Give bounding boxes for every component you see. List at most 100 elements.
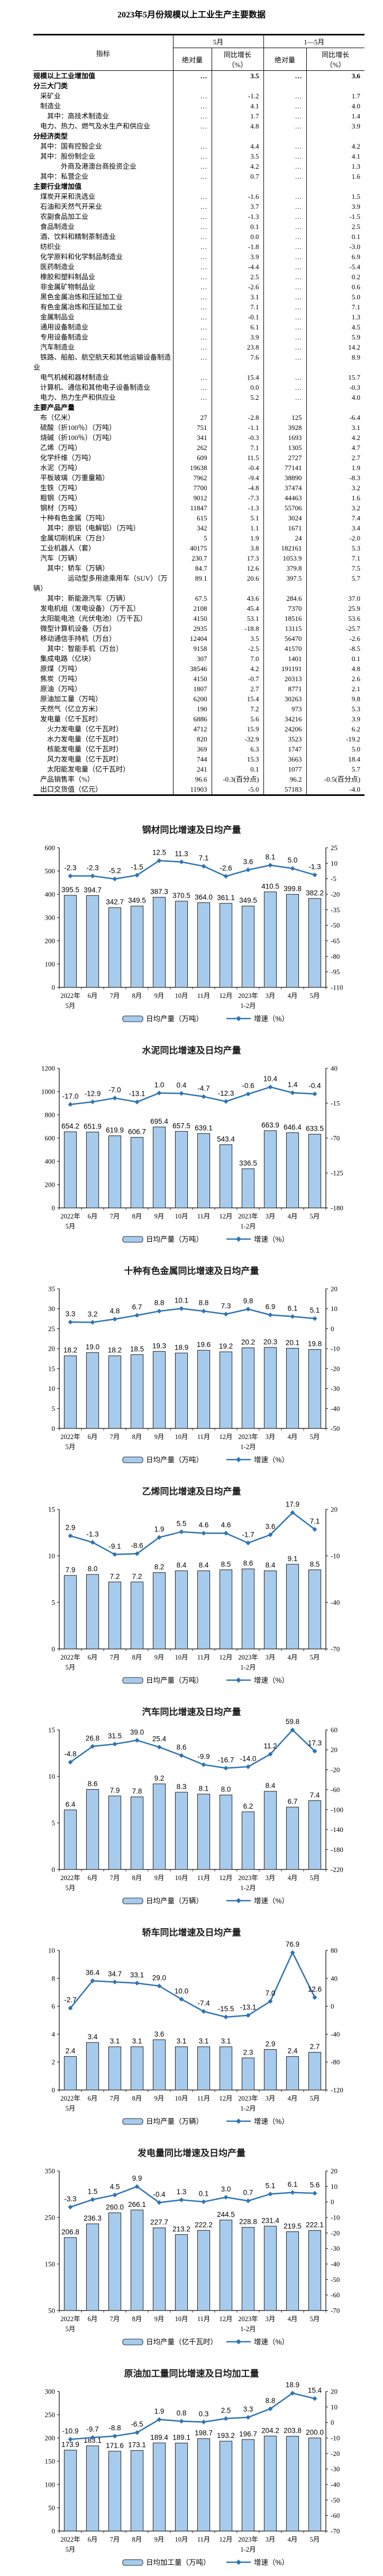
x-category-label: 5月: [310, 2315, 320, 2323]
row-value: 5.0: [306, 744, 365, 754]
row-label: 产品销售率（%）: [40, 775, 94, 783]
line-marker: [312, 1748, 317, 1754]
row-value: …: [263, 111, 307, 121]
line-value-label: -3.3: [64, 2195, 76, 2203]
line-marker: [245, 1092, 251, 1097]
x-category-label: 8月: [132, 2315, 142, 2323]
row-label: 风力发电量（亿千瓦时）: [47, 755, 123, 763]
table-row: 电气机械和器材制造业… 15.4… 15.7: [33, 372, 365, 382]
line-value-label: -2.3: [64, 864, 76, 872]
right-tick-label: -80: [331, 952, 340, 960]
chart-svg-2: 水泥同比增速及日均产量 1200 1000 800 600 400 200 0 40 -15 -70…: [41, 1045, 343, 1243]
table-row: 火力发电量（亿千瓦时） 4712 15.9 24206 6.2: [33, 724, 365, 734]
table-row: 主要行业增加值: [33, 181, 365, 191]
row-value: 6.2: [306, 724, 365, 734]
bar-value-label: 342.7: [106, 898, 124, 906]
right-tick-label: 10: [331, 2183, 338, 2190]
row-value: 5.9: [306, 332, 365, 342]
line-legend-label: 增速（%）: [254, 2559, 289, 2566]
row-label: 其中：轿车（万辆）: [47, 564, 110, 572]
bar: [63, 1575, 77, 1649]
x-category-label: 9月: [154, 1654, 165, 1661]
row-value: …: [172, 252, 212, 262]
table-row: 集成电路（亿块） 307 7.0 1401 0.1: [33, 654, 365, 664]
bar-legend-label: 日均产量（万吨）: [146, 1235, 203, 1243]
row-value: …: [263, 222, 307, 232]
table-row: 橡胶和塑料制品业… 2.5… 0.2: [33, 272, 365, 282]
row-value: -1.2: [211, 91, 264, 101]
table-row: 原油（万吨） 1807 2.7 8771 2.1: [33, 684, 365, 694]
line-legend-marker: [236, 1677, 241, 1683]
bar-value-label: 9.1: [288, 1555, 298, 1563]
line-marker: [245, 2198, 251, 2204]
line-marker: [201, 1762, 206, 1767]
bar: [286, 894, 299, 988]
x-category-label: 5月: [310, 1433, 320, 1441]
line-value-label: 3.6: [266, 1523, 276, 1530]
x-category-label: 2023年: [238, 992, 258, 1000]
row-value: 4.8: [211, 121, 264, 131]
table-row: 通用设备制造业… 6.1… 4.5: [33, 322, 365, 332]
bar-value-label: 7.9: [110, 1786, 120, 1794]
bar: [241, 1811, 255, 1870]
row-value: -4.8: [211, 483, 264, 493]
line-marker: [68, 2437, 73, 2442]
bar-value-label: 646.4: [284, 1123, 302, 1131]
table-row: 水泥（万吨） 19638 -0.4 77141 1.9: [33, 463, 365, 473]
bar-legend-label: 日均产量（万吨）: [146, 1015, 203, 1023]
row-value: 1.5: [306, 191, 365, 201]
bar-legend-swatch: [122, 2559, 143, 2566]
line-legend-label: 增速（%）: [254, 1015, 289, 1023]
line-marker: [157, 1535, 162, 1540]
bar-value-label: 222.2: [195, 2221, 213, 2229]
line-marker: [112, 1095, 117, 1101]
row-value: 20.6: [211, 573, 264, 593]
row-value: …: [263, 312, 307, 322]
line-value-label: 4.6: [199, 1521, 209, 1529]
table-body: 规模以上工业增加值… 3.5… 3.6 分三大门类 采矿业… -1.2… 1.7 制造业… 4.…: [33, 70, 365, 795]
line-marker: [112, 2433, 117, 2439]
right-tick-label: -70: [331, 1134, 340, 1142]
row-value: …: [263, 191, 307, 201]
bar: [308, 2230, 322, 2311]
bar-value-label: 654.2: [61, 1122, 79, 1130]
left-tick-label: 250: [45, 2411, 56, 2419]
bar-value-label: 394.7: [84, 886, 102, 894]
line-value-label: 33.1: [130, 1971, 144, 1979]
left-tick-label: 50: [48, 2307, 55, 2315]
x-category-label: 10月: [175, 1874, 188, 1882]
row-value: -2.6: [306, 634, 365, 644]
bar-value-label: 639.1: [195, 1124, 213, 1132]
chart-title: 轿车同比增速及日均产量: [142, 1927, 241, 1938]
bar: [86, 2445, 99, 2532]
right-tick-label: -20: [331, 2229, 340, 2237]
line-value-label: 9.9: [132, 2175, 142, 2183]
line-value-label: 0.8: [177, 2409, 187, 2417]
row-value: 3.2: [306, 483, 365, 493]
line-marker: [112, 2192, 117, 2197]
bar-value-label: 9.2: [154, 1774, 165, 1782]
line-value-label: -10.9: [62, 2427, 79, 2435]
row-label: 乙烯（万吨）: [40, 444, 82, 452]
line-value-label: 7.1: [310, 1517, 320, 1525]
row-value: …: [263, 382, 307, 392]
line-marker: [90, 2435, 95, 2440]
row-value: 41570: [263, 644, 307, 654]
table-row: 有色金属冶炼和压延加工业… 7.1… 7.1: [33, 302, 365, 312]
row-value: [211, 402, 264, 412]
row-value: 1807: [172, 684, 212, 694]
line-marker: [201, 2009, 206, 2014]
row-value: [263, 402, 307, 412]
row-value: 11847: [172, 503, 212, 513]
x-category-label: 9月: [154, 1433, 165, 1441]
row-value: [172, 131, 212, 141]
x-category-label: 8月: [132, 992, 142, 1000]
row-value: 1.7: [211, 111, 264, 121]
chart-svg-3: 十种有色金属同比增速及日均产量 35 30 25 20 15 10 5 0 20 10 0 -10 -20…: [48, 1266, 340, 1464]
header-abs-cum: 绝对量: [263, 48, 307, 71]
row-label: 天然气（亿立方米）: [40, 705, 103, 713]
row-value: 6886: [172, 714, 212, 724]
x-category-label: 3月: [266, 1213, 276, 1220]
row-value: …: [172, 372, 212, 382]
row-label: 水力发电量（亿千瓦时）: [47, 735, 123, 743]
